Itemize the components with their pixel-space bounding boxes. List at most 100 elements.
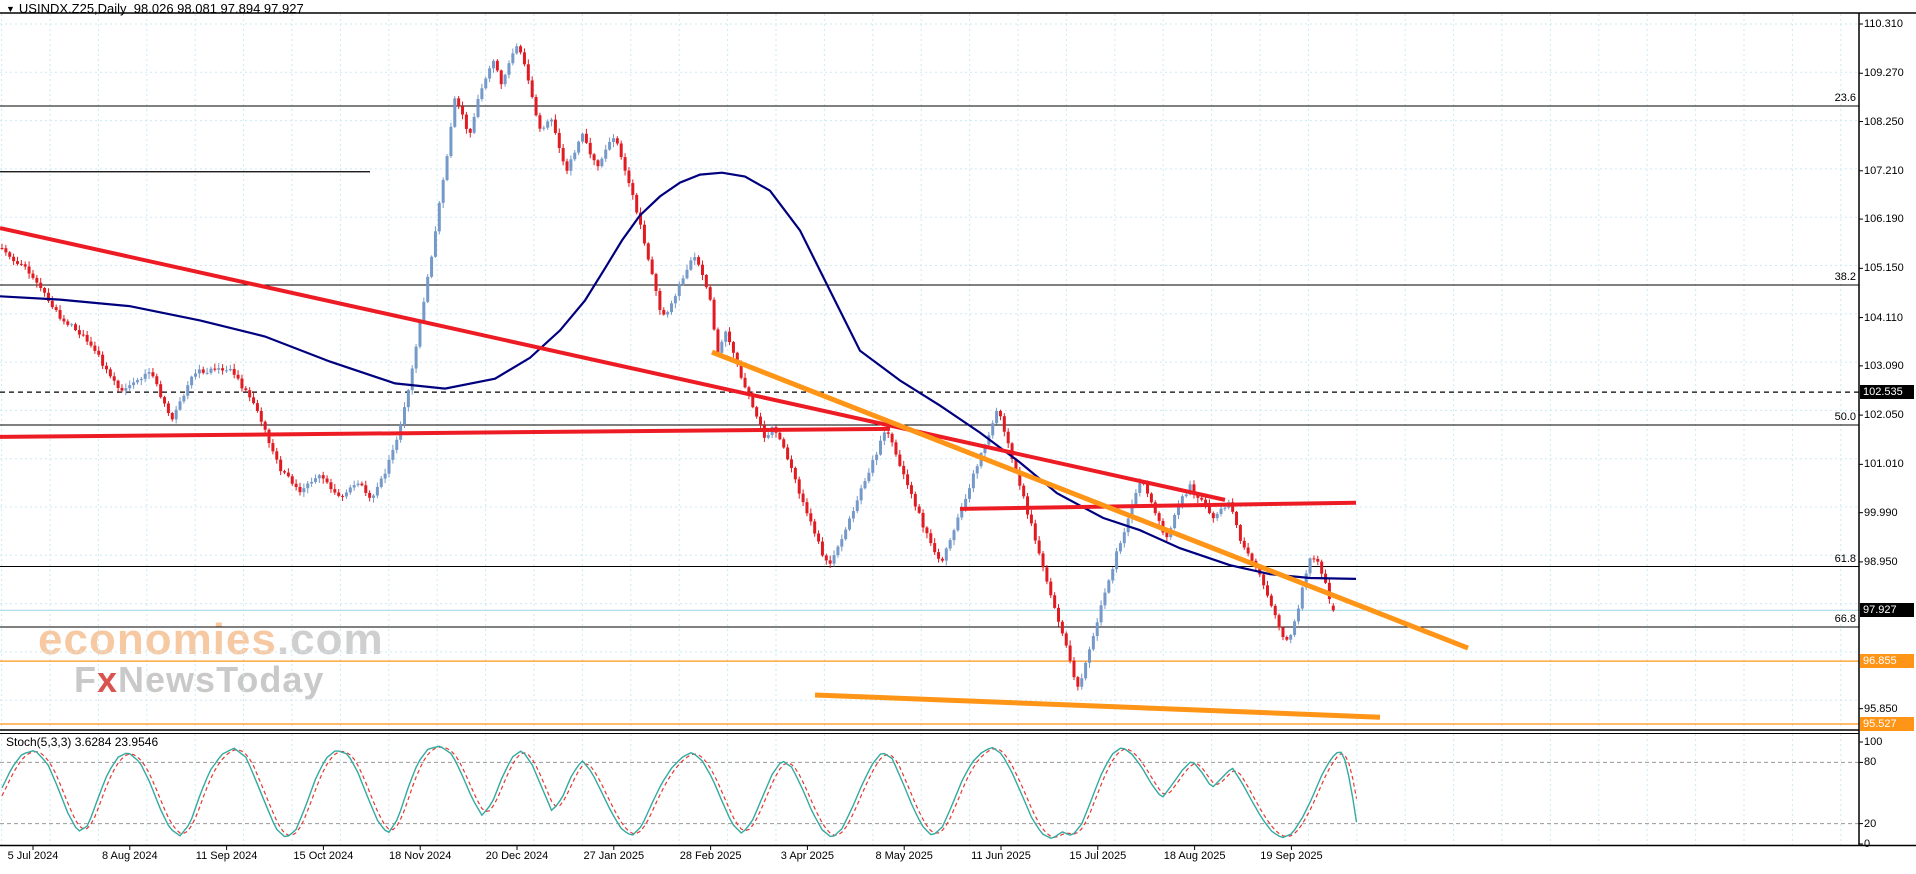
candle-body [31,273,35,278]
candle-body [875,454,879,461]
candle-body [828,560,832,564]
candle-body [623,157,627,171]
candle-body [631,183,635,195]
candle-body [840,539,844,547]
candle-body [1103,592,1107,606]
stoch-axis-label[interactable]: 80 [1864,756,1877,769]
candle-body [1107,580,1111,593]
candle-body [739,364,743,378]
candle-body [1122,532,1126,544]
price-axis-label[interactable]: 101.010 [1864,458,1904,471]
candle-body [317,475,321,479]
candle-body [298,486,302,493]
candle-body [786,447,790,460]
candle-body [1207,503,1211,514]
chart-title: ▼ USINDX.Z25,Daily 98.026 98.081 97.894 9… [6,1,304,16]
candle-body [1130,504,1134,519]
price-axis-label[interactable]: 105.150 [1864,262,1904,275]
price-axis-label[interactable]: 109.270 [1864,67,1904,80]
candle-body [252,397,256,404]
price-axis-label[interactable]: 106.190 [1864,213,1904,226]
candle-body [1312,558,1316,560]
candle-body [383,473,387,479]
date-axis-label[interactable]: 11 Jun 2025 [971,850,1031,862]
candle-body [430,256,434,277]
candle-body [952,530,956,541]
candle-body [1235,511,1239,526]
candle-body [62,318,66,322]
candle-body [414,346,418,369]
candle-body [499,70,503,85]
candle-body [418,322,422,347]
candle-body [464,114,468,129]
candle-body [344,492,348,497]
symbol-dropdown-icon[interactable]: ▼ [6,4,15,14]
candle-body [1219,508,1223,514]
date-axis-label[interactable]: 28 Feb 2025 [679,850,742,862]
candle-body [1262,574,1266,586]
candle-body [561,147,565,162]
candle-body [159,384,163,398]
date-axis-label[interactable]: 15 Oct 2024 [293,850,354,862]
date-axis-label[interactable]: 15 Jul 2025 [1069,850,1127,862]
price-axis-label[interactable]: 102.050 [1864,409,1904,422]
date-axis-label[interactable]: 11 Sep 2024 [195,850,258,862]
candle-body [890,433,894,443]
date-axis-label[interactable]: 8 Aug 2024 [101,850,158,862]
date-axis-label[interactable]: 3 Apr 2025 [780,850,834,862]
price-axis-label[interactable]: 107.210 [1864,164,1904,177]
candle-body [279,459,283,472]
watermark: economies.com FxNewsToday [38,618,384,698]
candle-body [453,98,457,127]
date-axis-label[interactable]: 18 Nov 2024 [388,850,452,862]
candle-body [1215,513,1219,519]
steep-orange-trendline [711,349,1469,651]
candle-body [375,486,379,496]
candle-body [886,432,890,434]
candle-body [1308,558,1312,574]
candle-body [240,378,244,389]
candle-body [1176,504,1180,515]
candle-body [759,416,763,426]
date-axis-label[interactable]: 20 Dec 2024 [485,850,549,862]
candle-body [190,376,194,386]
candle-body [259,410,263,422]
candle-body [147,372,151,374]
candle-body [906,474,910,486]
price-axis-label[interactable]: 108.250 [1864,115,1904,128]
candle-body [70,324,74,326]
candle-body [991,423,995,436]
candle-body [1029,514,1033,524]
stoch-axis-label[interactable]: 0 [1864,838,1871,850]
candle-body [341,495,345,497]
candle-body [948,540,952,549]
candle-body [584,133,588,143]
stoch-axis-label[interactable]: 100 [1864,736,1883,748]
candle-body [93,345,97,351]
price-axis-label[interactable]: 98.950 [1864,555,1898,568]
price-axis-label[interactable]: 104.110 [1864,311,1903,324]
price-axis-label[interactable]: 95.850 [1864,702,1898,715]
date-axis-label[interactable]: 8 May 2025 [875,850,933,862]
candle-body [1037,540,1041,554]
candle-body [995,411,999,424]
date-axis-label[interactable]: 18 Aug 2025 [1163,850,1226,862]
candle-body [244,388,248,391]
candle-body [286,472,290,477]
stoch-axis-label[interactable]: 20 [1864,817,1877,830]
date-axis-label[interactable]: 27 Jan 2025 [583,850,645,862]
candle-body [534,97,538,116]
price-axis-label[interactable]: 110.310 [1864,18,1903,30]
candle-body [74,324,78,331]
price-marker-97.927: 97.927 [1860,603,1914,618]
price-axis-label[interactable]: 103.090 [1864,359,1904,372]
date-axis-label[interactable]: 19 Sep 2025 [1260,850,1323,862]
candle-body [329,482,333,490]
date-axis-label[interactable]: 5 Jul 2024 [7,850,59,862]
candle-body [15,261,19,264]
price-axis-label[interactable]: 99.990 [1864,506,1898,519]
candle-body [581,133,584,142]
candle-body [132,382,136,386]
title-ohlc-values: 98.026 98.081 97.894 97.927 [133,1,304,16]
